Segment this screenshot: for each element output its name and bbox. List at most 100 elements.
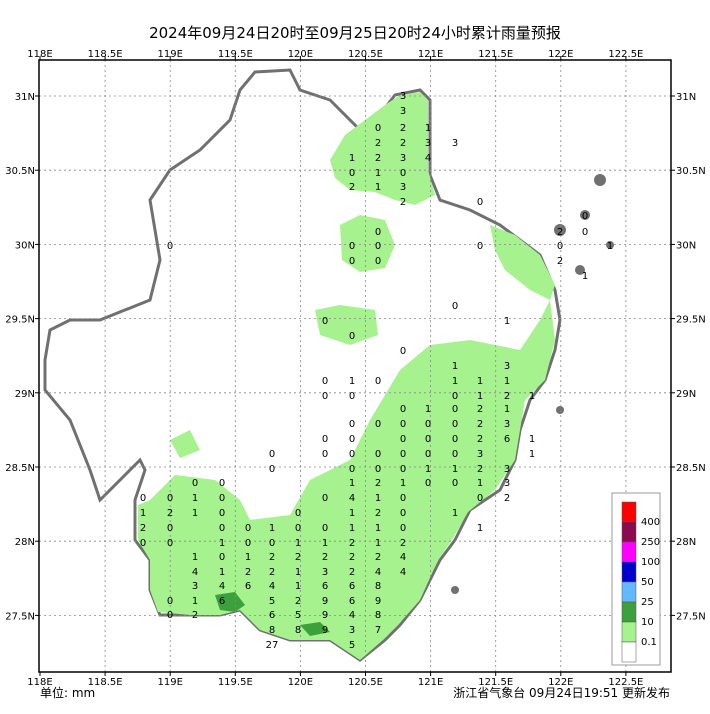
station-value: 1	[295, 538, 301, 549]
station-value: 1	[349, 153, 355, 164]
lon-label: 120E	[288, 49, 313, 60]
station-value: 3	[192, 581, 198, 592]
lat-label: 28.5N	[5, 463, 35, 474]
station-value: 0	[219, 508, 225, 519]
station-value: 2	[269, 552, 275, 563]
station-value: 4	[219, 581, 225, 592]
legend-swatch	[621, 621, 637, 643]
station-value: 3	[425, 138, 431, 149]
station-value: 0	[582, 227, 588, 238]
station-value: 0	[375, 256, 381, 267]
station-value: 0	[477, 241, 483, 252]
station-value: 0	[400, 434, 406, 445]
map-frame	[38, 59, 672, 673]
station-value: 0	[375, 419, 381, 430]
unit-label: 单位: mm	[40, 685, 95, 700]
station-value: 2	[400, 138, 406, 149]
station-value: 1	[375, 168, 381, 179]
station-value: 0	[219, 523, 225, 534]
station-value: 0	[425, 478, 431, 489]
legend-swatch	[621, 581, 637, 603]
rain-area	[170, 430, 200, 458]
lat-label: 30.5N	[676, 166, 706, 177]
station-value: 2	[349, 552, 355, 563]
station-value: 0	[400, 449, 406, 460]
station-value: 3	[349, 625, 355, 636]
station-value: 2	[140, 523, 146, 534]
stations: 3 3 0 2 1 2 2 3 3 1 2 3 4 0 1 0 2 1 3 2 0 0 0 0 0 0 0 0 0 2 0 0 1 2 1 0 1 0 0 0…	[140, 91, 613, 651]
rain-area	[490, 225, 555, 300]
station-value: 3	[400, 182, 406, 193]
lon-label: 119E	[157, 677, 182, 688]
station-value: 0	[452, 301, 458, 312]
station-value: 0	[349, 256, 355, 267]
station-value: 9	[322, 610, 328, 621]
legend-label: 50	[641, 577, 654, 588]
rain-area	[300, 622, 330, 636]
island	[606, 241, 614, 249]
station-value: 0	[557, 241, 563, 252]
station-value: 2	[349, 182, 355, 193]
station-value: 3	[452, 138, 458, 149]
station-value: 0	[349, 168, 355, 179]
station-value: 3	[504, 419, 510, 430]
station-value: 0	[322, 376, 328, 387]
station-value: 1	[192, 552, 198, 563]
station-value: 6	[219, 596, 225, 607]
lat-label: 28.5N	[676, 463, 706, 474]
station-value: 0	[400, 168, 406, 179]
island	[556, 406, 564, 414]
station-value: 0	[452, 449, 458, 460]
island	[451, 586, 459, 594]
lon-label: 122.5E	[608, 677, 643, 688]
legend-swatch	[621, 601, 637, 623]
station-value: 2	[477, 464, 483, 475]
map-title: 2024年09月24日20时至09月25日20时24小时累计雨量预报	[149, 24, 561, 42]
lon-label: 122.5E	[608, 49, 643, 60]
legend: 400 250 100 50 25 10 0.1	[611, 492, 661, 666]
station-value: 0	[425, 434, 431, 445]
station-value: 0	[452, 391, 458, 402]
station-value: 2	[375, 138, 381, 149]
station-value: 2	[400, 197, 406, 208]
lat-label: 31N	[676, 92, 696, 103]
station-value: 6	[349, 596, 355, 607]
station-value: 0	[167, 493, 173, 504]
station-value: 1	[245, 552, 251, 563]
station-value: 1	[192, 596, 198, 607]
station-value: 1	[477, 376, 483, 387]
station-value: 4	[269, 581, 275, 592]
station-value: 1	[504, 316, 510, 327]
station-value: 1	[375, 493, 381, 504]
station-value: 0	[349, 434, 355, 445]
station-value: 0	[295, 508, 301, 519]
station-value: 0	[400, 464, 406, 475]
station-value: 1	[504, 376, 510, 387]
lon-label: 118E	[27, 677, 52, 688]
station-value: 0	[375, 123, 381, 134]
station-value: 1	[295, 567, 301, 578]
station-value: 0	[582, 211, 588, 222]
station-value: 2	[557, 256, 563, 267]
station-value: 3	[400, 91, 406, 102]
lat-label: 28N	[676, 537, 696, 548]
station-value: 0	[425, 449, 431, 460]
station-value: 3	[400, 153, 406, 164]
station-value: 0	[322, 523, 328, 534]
station-value: 2	[477, 434, 483, 445]
lat-label: 29N	[15, 389, 35, 400]
station-value: 0	[245, 523, 251, 534]
lon-label: 118.5E	[88, 49, 123, 60]
legend-label: 250	[641, 537, 660, 548]
station-value: 0	[375, 241, 381, 252]
station-value: 0	[322, 493, 328, 504]
station-value: 3	[322, 567, 328, 578]
rain-area	[340, 215, 395, 272]
legend-label: 100	[641, 557, 660, 568]
station-value: 0	[452, 404, 458, 415]
station-value: 4	[349, 610, 355, 621]
station-value: 0	[167, 538, 173, 549]
station-value: 0	[322, 391, 328, 402]
station-value: 0	[140, 538, 146, 549]
